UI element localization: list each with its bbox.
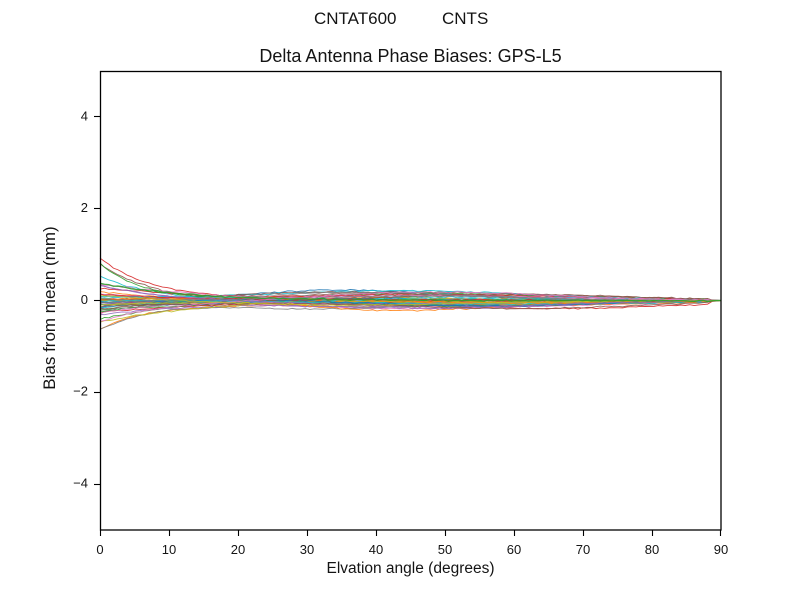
- svg-text:−2: −2: [73, 384, 88, 399]
- svg-text:2: 2: [81, 200, 88, 215]
- svg-text:30: 30: [300, 542, 314, 557]
- svg-text:0: 0: [96, 542, 103, 557]
- svg-text:10: 10: [162, 542, 176, 557]
- svg-text:40: 40: [369, 542, 383, 557]
- svg-text:−4: −4: [73, 476, 88, 491]
- svg-text:80: 80: [645, 542, 659, 557]
- svg-text:70: 70: [576, 542, 590, 557]
- svg-text:4: 4: [81, 108, 88, 123]
- svg-text:90: 90: [714, 542, 728, 557]
- svg-text:0: 0: [81, 292, 88, 307]
- svg-text:50: 50: [438, 542, 452, 557]
- svg-text:60: 60: [507, 542, 521, 557]
- svg-text:20: 20: [231, 542, 245, 557]
